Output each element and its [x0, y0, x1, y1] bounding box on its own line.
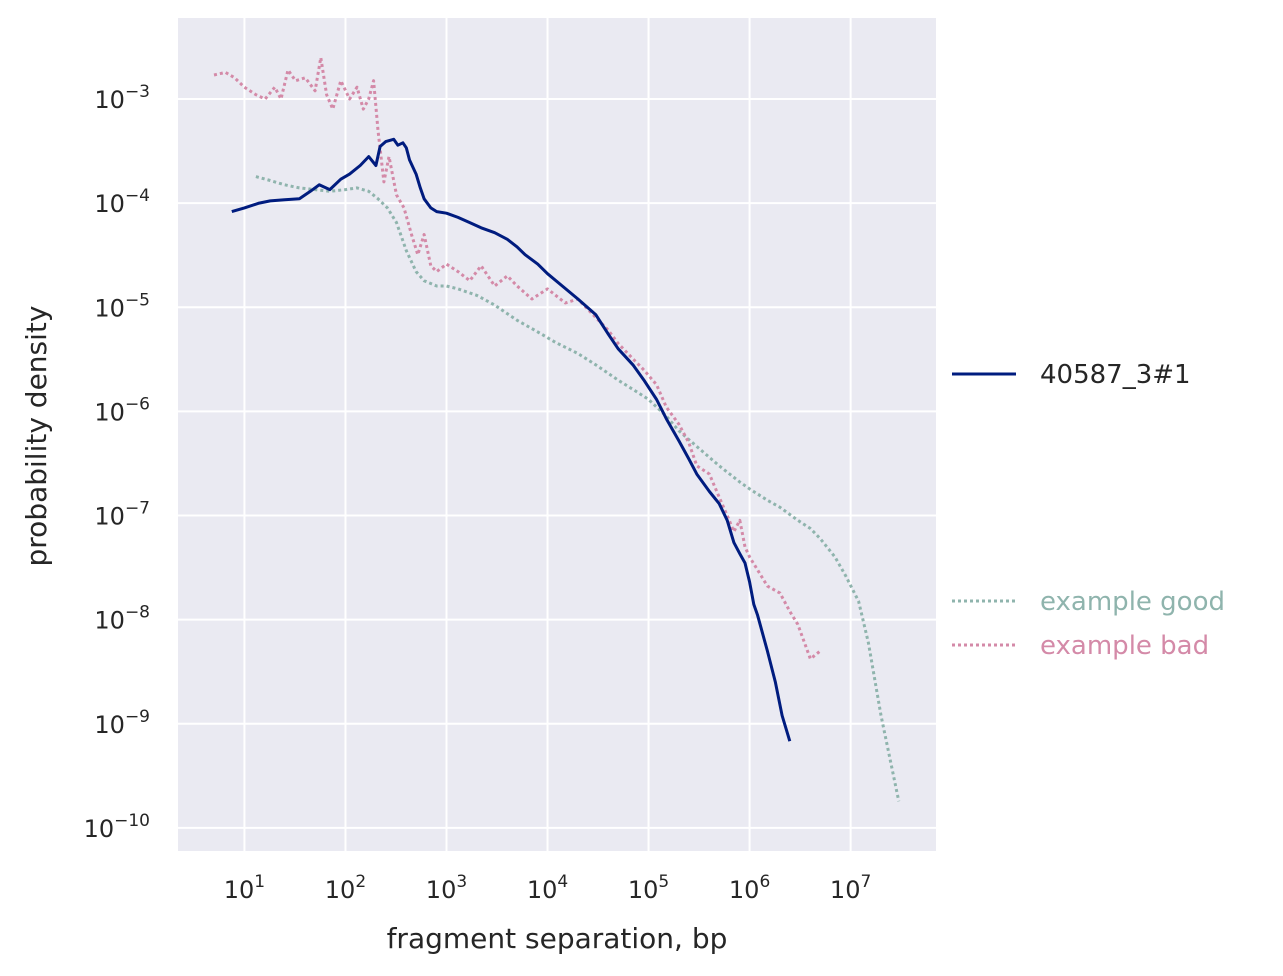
x-tick-label: 101	[224, 872, 265, 904]
plot-background	[178, 18, 936, 851]
y-tick-label-exponent: −8	[125, 603, 150, 623]
series-line-2	[213, 56, 822, 661]
y-tick-label-base: 10	[84, 815, 115, 843]
x-tick-label: 105	[628, 872, 669, 904]
x-tick-label-exponent: 7	[860, 872, 871, 892]
x-axis-ticks: 101 102 103 104 105 106 107	[224, 872, 872, 904]
y-tick-label-base: 10	[94, 607, 125, 635]
x-tick-label-base: 10	[325, 876, 356, 904]
x-tick-label-exponent: 3	[456, 872, 467, 892]
x-tick-label-exponent: 1	[254, 872, 265, 892]
y-tick-label: 10−5	[94, 290, 150, 322]
x-tick-label-exponent: 4	[557, 872, 568, 892]
y-tick-label: 10−8	[94, 603, 150, 635]
x-tick-label-exponent: 6	[759, 872, 770, 892]
x-tick-label-base: 10	[224, 876, 255, 904]
x-tick-label: 106	[729, 872, 770, 904]
y-tick-label: 10−7	[94, 499, 150, 531]
series-line-0	[231, 137, 792, 742]
y-axis-ticks: 10−310−410−510−610−710−810−910−10	[84, 82, 150, 843]
y-axis-label: probability density	[20, 306, 53, 567]
y-tick-label-exponent: −3	[125, 82, 150, 102]
y-tick-label-exponent: −9	[125, 707, 150, 727]
y-tick-label-exponent: −6	[125, 394, 150, 414]
grid	[178, 18, 936, 851]
y-tick-label-base: 10	[94, 398, 125, 426]
y-tick-label-base: 10	[94, 294, 125, 322]
y-tick-label: 10−4	[94, 186, 150, 218]
x-tick-label-exponent: 2	[355, 872, 366, 892]
y-tick-label-base: 10	[94, 711, 125, 739]
legend-label: example bad	[1040, 631, 1209, 661]
x-tick-label-base: 10	[729, 876, 760, 904]
y-tick-label: 10−9	[94, 707, 150, 739]
y-tick-label: 10−6	[94, 394, 150, 426]
x-tick-label-base: 10	[830, 876, 861, 904]
y-tick-label: 10−3	[94, 82, 150, 114]
y-tick-label-base: 10	[94, 503, 125, 531]
x-tick-label-exponent: 5	[658, 872, 669, 892]
y-tick-label: 10−10	[84, 811, 150, 843]
series-layer	[213, 56, 901, 802]
x-tick-label: 107	[830, 872, 871, 904]
y-tick-label-exponent: −10	[114, 811, 150, 831]
legend-label: example good	[1040, 587, 1225, 617]
legend-label: 40587_3#1	[1040, 360, 1191, 390]
x-tick-label: 104	[527, 872, 568, 904]
x-tick-label: 103	[426, 872, 467, 904]
y-tick-label-exponent: −4	[125, 186, 150, 206]
y-tick-label-base: 10	[94, 190, 125, 218]
y-tick-label-base: 10	[94, 86, 125, 114]
y-tick-label-exponent: −5	[125, 290, 150, 310]
x-tick-label-base: 10	[628, 876, 659, 904]
x-tick-label: 102	[325, 872, 366, 904]
y-tick-label-exponent: −7	[125, 499, 150, 519]
x-tick-label-base: 10	[527, 876, 558, 904]
x-tick-label-base: 10	[426, 876, 457, 904]
x-axis-label: fragment separation, bp	[387, 922, 728, 955]
